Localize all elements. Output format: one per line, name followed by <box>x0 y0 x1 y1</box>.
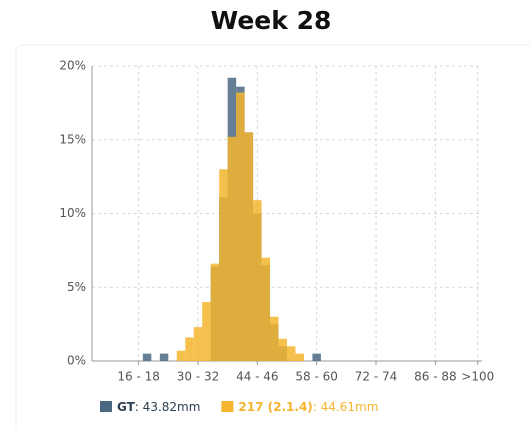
y-tick-label: 20% <box>59 59 86 73</box>
x-tick-label: 58 - 60 <box>295 370 338 384</box>
legend-swatch <box>221 401 234 412</box>
card <box>15 44 531 432</box>
bar <box>312 353 321 361</box>
legend-value: : 44.61mm <box>313 400 379 414</box>
y-tick-label: 5% <box>67 280 86 294</box>
legend-entry: GT: 43.82mm <box>117 400 200 414</box>
bar <box>236 92 245 362</box>
bar <box>270 316 279 361</box>
bar <box>287 346 296 361</box>
legend-name: GT <box>117 400 136 414</box>
bar <box>193 327 203 361</box>
x-tick-label: 16 - 18 <box>117 370 160 384</box>
x-tick-label: 30 - 32 <box>177 370 220 384</box>
x-tick-label: 44 - 46 <box>236 370 279 384</box>
chart-title: Week 28 <box>211 6 332 35</box>
plot: 0% 5% 10% 15% 20% 16 - 18 30 - 32 44 - 46 58 - 6… <box>59 59 494 384</box>
bar <box>244 132 254 361</box>
legend-entry: 217 (2.1.4): 44.61mm <box>238 400 378 414</box>
legend-swatch <box>100 401 112 412</box>
x-tick-label: >100 <box>461 370 494 384</box>
bar <box>261 257 271 361</box>
x-tick-label: 86 - 88 <box>414 370 457 384</box>
y-tick-label: 15% <box>59 132 86 146</box>
bar <box>253 200 262 361</box>
bar <box>159 353 169 361</box>
legend-value: : 43.82mm <box>135 400 201 414</box>
bar <box>210 263 220 361</box>
bar <box>227 136 237 361</box>
y-tick-label: 0% <box>67 354 86 368</box>
bar <box>219 169 228 361</box>
bar <box>185 337 194 361</box>
bar <box>176 350 186 361</box>
legend: GT: 43.82mm 217 (2.1.4): 44.61mm <box>100 400 378 414</box>
x-tick-label: 72 - 74 <box>355 370 398 384</box>
y-tick-label: 10% <box>59 206 86 220</box>
bar <box>278 338 287 361</box>
legend-name: 217 (2.1.4) <box>238 400 312 414</box>
bar <box>142 353 152 361</box>
bar <box>295 353 304 361</box>
bar <box>202 302 211 361</box>
